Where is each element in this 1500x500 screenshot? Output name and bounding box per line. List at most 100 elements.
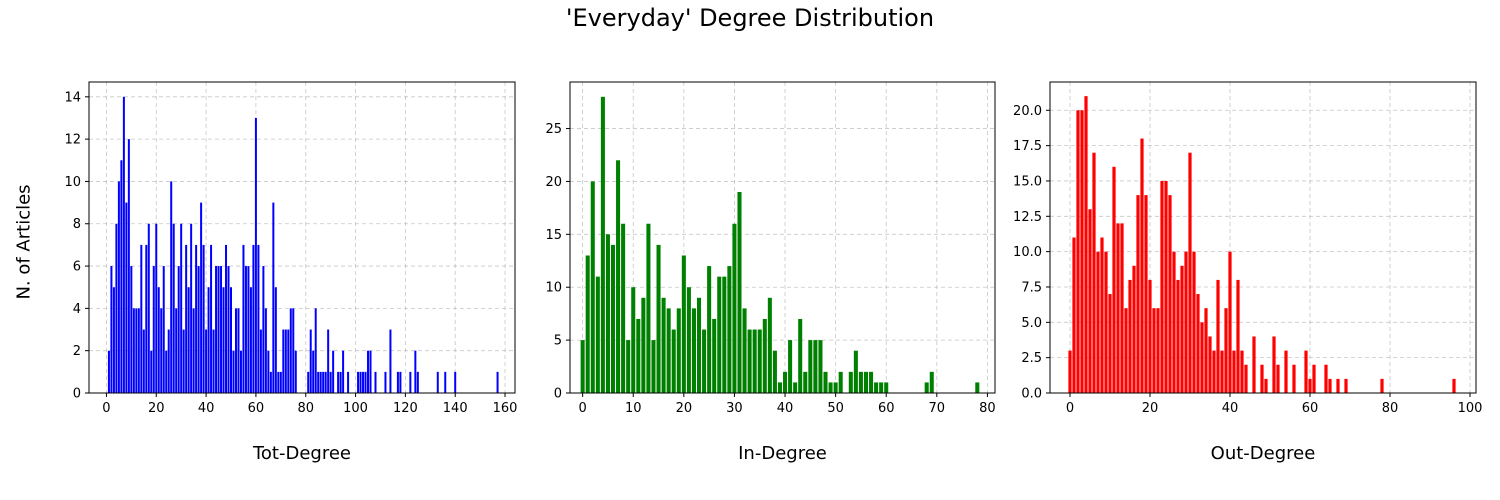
out-degree-y-tick-label: 5.0 <box>1021 316 1042 331</box>
in-degree-bar <box>626 340 631 393</box>
tot-degree-bar <box>135 308 138 393</box>
out-degree-x-tick-label: 20 <box>1142 401 1159 416</box>
out-degree-chart: 0 20 40 60 80 100 0.0 2.5 5.0 7.5 10.0 12.5 15.0 17.5… <box>1013 81 1482 464</box>
out-degree-bar <box>1116 223 1120 393</box>
out-degree-bar <box>1216 279 1220 393</box>
in-degree-bar <box>712 318 717 393</box>
in-degree-bar <box>646 223 651 393</box>
tot-degree-y-tick-label: 14 <box>64 90 81 105</box>
in-degree-bar <box>833 382 838 393</box>
tot-degree-x-tick-label: 20 <box>148 401 165 416</box>
figure-title: 'Everyday' Degree Distribution <box>565 4 935 32</box>
tot-degree-bar <box>307 371 310 393</box>
in-degree-bar <box>585 255 590 393</box>
tot-degree-bar <box>142 329 145 393</box>
in-degree-x-tick-label: 10 <box>625 401 642 416</box>
in-degree-x-tick-label: 50 <box>827 401 844 416</box>
tot-degree-bar <box>282 329 285 393</box>
out-degree-bar <box>1180 265 1184 393</box>
tot-degree-y-tick-label: 2 <box>73 344 81 359</box>
in-degree-bar <box>681 255 686 393</box>
in-degree-bar <box>641 297 646 393</box>
tot-degree-bar <box>152 266 155 393</box>
in-degree-bar <box>858 371 863 393</box>
out-degree-bar <box>1196 294 1200 393</box>
tot-degree-bar <box>289 308 292 393</box>
tot-degree-bar <box>120 160 123 393</box>
tot-degree-x-tick-label: 40 <box>198 401 215 416</box>
tot-degree-bar <box>374 371 377 393</box>
tot-degree-bar <box>279 371 282 393</box>
out-degree-x-tick-label: 80 <box>1382 401 1399 416</box>
out-degree-bar <box>1452 378 1456 393</box>
in-degree-bar <box>696 297 702 393</box>
tot-degree-axes-frame <box>88 81 516 394</box>
out-degree-bar <box>1084 96 1088 394</box>
out-degree-bar <box>1124 308 1128 393</box>
out-degree-bar <box>1132 265 1136 393</box>
in-degree-bar <box>661 297 666 393</box>
tot-degree-bar <box>110 266 113 393</box>
tot-degree-bar <box>319 371 322 393</box>
tot-degree-bar <box>150 350 153 393</box>
in-degree-x-tick-label: 70 <box>929 401 946 416</box>
tot-degree-bar <box>175 308 178 393</box>
tot-degree-bar <box>127 139 130 393</box>
in-degree-bar <box>808 340 813 393</box>
out-degree-bar <box>1344 378 1348 393</box>
tot-degree-bar <box>337 371 340 393</box>
tot-degree-bar <box>317 371 320 393</box>
in-degree-bar <box>600 96 605 394</box>
in-degree-y-tick-label: 10 <box>545 281 562 296</box>
in-degree-bar <box>757 329 762 393</box>
out-degree-x-axis-label: Out-Degree <box>1211 443 1316 464</box>
in-degree-bar <box>656 244 661 393</box>
tot-degree-bar <box>367 350 370 393</box>
tot-degree-bar <box>252 244 255 393</box>
tot-degree-bar <box>444 371 447 393</box>
tot-degree-bar <box>177 266 180 393</box>
out-degree-bar <box>1168 195 1172 393</box>
in-degree-x-tick-label: 40 <box>777 401 794 416</box>
tot-degree-bar <box>287 329 290 393</box>
in-degree-bar <box>975 382 980 393</box>
tot-degree-bar <box>125 202 128 393</box>
in-degree-bar <box>798 318 803 393</box>
tot-degree-bar <box>259 329 262 393</box>
tot-degree-bar <box>130 266 133 393</box>
tot-degree-bar <box>180 223 183 393</box>
tot-degree-bar <box>217 266 220 393</box>
out-degree-bar <box>1232 350 1236 393</box>
out-degree-bar <box>1068 350 1072 393</box>
tot-degree-x-tick-label: 100 <box>343 401 368 416</box>
in-degree-bar <box>691 308 696 393</box>
in-degree-y-tick-label: 0 <box>554 387 562 402</box>
out-degree-bar <box>1160 180 1164 393</box>
in-degree-bar <box>722 276 727 393</box>
tot-degree-x-tick-label: 80 <box>297 401 314 416</box>
tot-degree-bar <box>220 266 223 393</box>
tot-degree-bar <box>414 350 417 393</box>
tot-degree-x-tick-label: 120 <box>393 401 418 416</box>
out-degree-y-tick-label: 0.0 <box>1021 387 1042 402</box>
tot-degree-x-tick-label: 160 <box>493 401 518 416</box>
in-degree-bar <box>762 318 767 393</box>
out-degree-bar <box>1096 251 1100 393</box>
out-degree-bar <box>1224 308 1228 393</box>
tot-degree-bar <box>167 329 170 393</box>
tot-degree-bar <box>197 266 200 393</box>
out-degree-bar <box>1092 152 1096 393</box>
tot-degree-bar <box>362 371 365 393</box>
in-degree-bar <box>879 382 884 393</box>
tot-degree-bar <box>399 371 402 393</box>
out-degree-bar <box>1212 350 1216 393</box>
out-degree-bar <box>1380 378 1384 393</box>
tot-degree-bar <box>242 244 245 393</box>
tot-degree-bar <box>342 350 345 393</box>
tot-degree-x-tick-label: 0 <box>102 401 110 416</box>
tot-degree-bar <box>247 266 250 393</box>
tot-degree-bar <box>147 223 150 393</box>
in-degree-bar <box>813 340 818 393</box>
tot-degree-bar <box>132 308 135 393</box>
